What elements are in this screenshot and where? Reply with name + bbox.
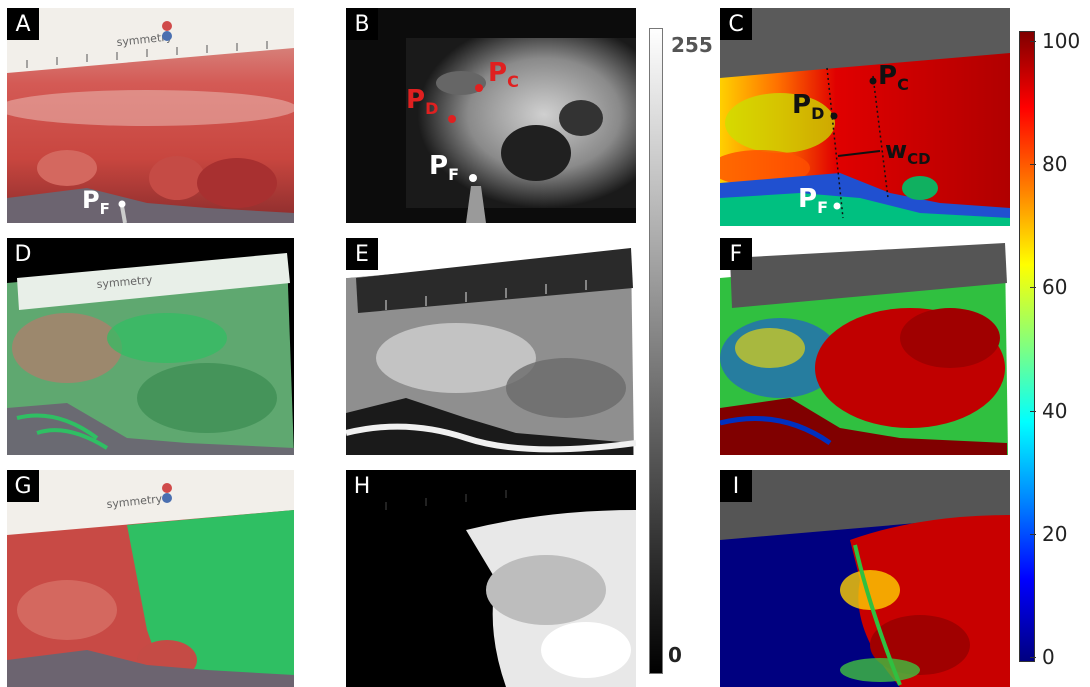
gray-min-label: 0 xyxy=(668,643,682,667)
color-scale-tick-mark xyxy=(1030,164,1036,166)
color-scale-tick-label: 60 xyxy=(1042,275,1068,300)
panel-g: symmetry G xyxy=(7,470,294,687)
panel-b-image xyxy=(346,8,636,223)
color-scale-tick-mark xyxy=(1030,41,1036,42)
color-scale-tick-label: 80 xyxy=(1042,152,1068,177)
panel-d: symmetry D xyxy=(7,238,294,455)
panel-d-image: symmetry xyxy=(7,238,294,455)
panel-a-label: A xyxy=(7,8,39,40)
panel-b: B PD PC PF xyxy=(346,8,636,223)
color-scale-tick-label: 40 xyxy=(1042,398,1068,423)
panel-e-image xyxy=(346,238,636,455)
pc-label: PC xyxy=(488,58,519,92)
pf-label: PF xyxy=(429,151,459,185)
panel-c-label: C xyxy=(720,8,752,40)
pd-label: PD xyxy=(792,90,825,124)
panel-f-image xyxy=(720,238,1010,455)
color-scale-tick-mark xyxy=(1030,533,1036,535)
panel-e-label: E xyxy=(346,238,378,270)
panel-i: I xyxy=(720,470,1010,687)
pf-label: PF xyxy=(798,184,828,218)
color-scale-tick-mark xyxy=(1030,287,1036,289)
pd-label: PD xyxy=(406,85,439,119)
color-scale-tick-mark xyxy=(1030,657,1036,658)
pc-label: PC xyxy=(878,61,909,95)
panel-h: H xyxy=(346,470,636,687)
ruler-text: symmetry xyxy=(116,30,173,49)
panel-g-label: G xyxy=(7,470,39,502)
ruler-text: symmetry xyxy=(96,273,153,291)
panel-e: E xyxy=(346,238,636,455)
wcd-label: wCD xyxy=(885,136,931,168)
color-scale-bar xyxy=(1019,31,1035,662)
panel-g-image: symmetry xyxy=(7,470,294,687)
panel-c-image xyxy=(720,8,1010,226)
gray-max-label: 255 xyxy=(671,33,713,57)
panel-a-image: symmetry xyxy=(7,8,294,223)
ruler-text: symmetry xyxy=(106,492,163,511)
panel-b-label: B xyxy=(346,8,378,40)
pf-label: PF xyxy=(82,186,110,218)
panel-h-label: H xyxy=(346,470,378,502)
panel-a: symmetry A PF xyxy=(7,8,294,223)
color-scale-tick-label: 100 xyxy=(1042,29,1081,53)
panel-c: C PD PC wCD PF xyxy=(720,8,1010,226)
panel-i-label: I xyxy=(720,470,752,502)
grayscale-bar xyxy=(649,28,663,674)
panel-f: F xyxy=(720,238,1010,455)
panel-d-label: D xyxy=(7,238,39,270)
panel-i-image xyxy=(720,470,1010,687)
panel-h-image xyxy=(346,470,636,687)
color-scale-tick-label: 20 xyxy=(1042,521,1068,546)
panel-f-label: F xyxy=(720,238,752,270)
color-scale-tick-label: 0 xyxy=(1042,645,1055,669)
color-scale-tick-mark xyxy=(1030,410,1036,412)
